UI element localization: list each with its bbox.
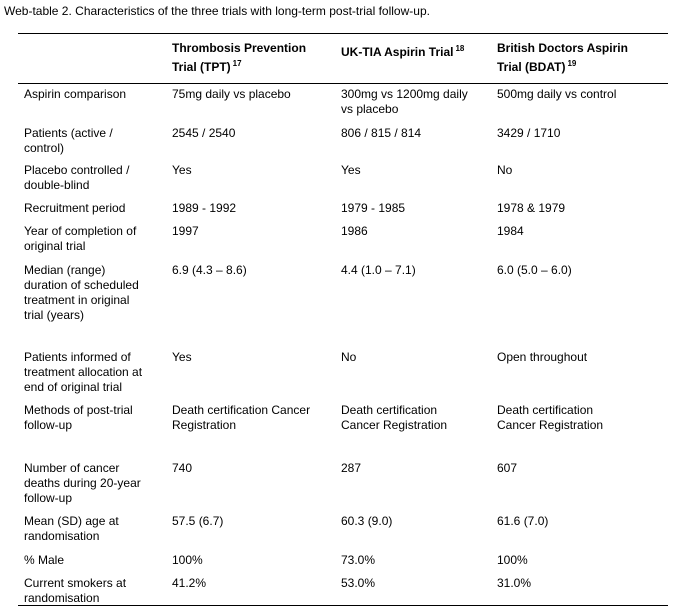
- cell: 1997: [172, 224, 199, 238]
- cell: 740: [172, 461, 193, 475]
- cell: 75mg daily vs placebo: [172, 87, 291, 101]
- row-label: Number of cancer: [24, 461, 120, 475]
- row-label: double-blind: [24, 178, 90, 192]
- reference: 18: [455, 44, 465, 53]
- cell: 100%: [172, 553, 203, 567]
- header-text: British Doctors Aspirin: [497, 41, 628, 55]
- row-label: treatment allocation at: [24, 365, 143, 379]
- header-text: Trial (TPT): [172, 60, 231, 74]
- cell: 300mg vs 1200mg daily: [341, 87, 468, 101]
- header-text: Trial (BDAT): [497, 60, 566, 74]
- cell: 607: [497, 461, 518, 475]
- header-cell: Trial (TPT) 17: [172, 56, 242, 75]
- header-text: UK-TIA Aspirin Trial: [341, 45, 454, 59]
- cell: Registration: [172, 418, 237, 432]
- header-cell: Trial (BDAT) 19: [497, 56, 576, 75]
- reference: 17: [232, 59, 242, 68]
- cell: Yes: [172, 350, 192, 364]
- cell: 500mg daily vs control: [497, 87, 617, 101]
- row-label: Patients (active /: [24, 126, 113, 140]
- row-label: deaths during 20-year: [24, 476, 141, 490]
- cell: 1979 - 1985: [341, 201, 406, 215]
- bottom-rule: [18, 605, 668, 606]
- cell: No: [497, 163, 513, 177]
- cell: 6.9 (4.3 – 8.6): [172, 263, 247, 277]
- cell: Yes: [172, 163, 192, 177]
- row-label: follow-up: [24, 491, 73, 505]
- row-label: randomisation: [24, 529, 100, 543]
- row-label: Patients informed of: [24, 350, 131, 364]
- cell: Death certification: [497, 403, 594, 417]
- cell: No: [341, 350, 357, 364]
- row-label: end of original trial: [24, 380, 123, 394]
- cell: Cancer Registration: [341, 418, 448, 432]
- cell: 1986: [341, 224, 368, 238]
- cell: 100%: [497, 553, 528, 567]
- row-label: Mean (SD) age at: [24, 514, 119, 528]
- row-label: Median (range): [24, 263, 106, 277]
- cell: 61.6 (7.0): [497, 514, 549, 528]
- cell: 1989 - 1992: [172, 201, 237, 215]
- cell: 60.3 (9.0): [341, 514, 393, 528]
- cell: Death certification Cancer: [172, 403, 311, 417]
- row-label: randomisation: [24, 591, 100, 605]
- cell: 41.2%: [172, 576, 207, 590]
- cell: 53.0%: [341, 576, 376, 590]
- header-cell: British Doctors Aspirin: [497, 41, 628, 56]
- row-label: treatment in original: [24, 293, 130, 307]
- row-label: duration of scheduled: [24, 278, 139, 292]
- row-label: trial (years): [24, 308, 85, 322]
- row-label: Year of completion of: [24, 224, 137, 238]
- reference: 19: [567, 59, 577, 68]
- header-cell: Thrombosis Prevention: [172, 41, 306, 56]
- cell: vs placebo: [341, 102, 399, 116]
- header-text: Thrombosis Prevention: [172, 41, 307, 55]
- cell: 4.4 (1.0 – 7.1): [341, 263, 416, 277]
- cell: 2545 / 2540: [172, 126, 236, 140]
- header-rule: [18, 83, 668, 84]
- cell: 6.0 (5.0 – 6.0): [497, 263, 572, 277]
- cell: 1978 & 1979: [497, 201, 566, 215]
- row-label: original trial: [24, 239, 86, 253]
- cell: 73.0%: [341, 553, 376, 567]
- cell: 1984: [497, 224, 524, 238]
- row-label: Aspirin comparison: [24, 87, 127, 101]
- row-label: Current smokers at: [24, 576, 127, 590]
- row-label: control): [24, 141, 65, 155]
- row-label: follow-up: [24, 418, 73, 432]
- caption: Web-table 2. Characteristics of the thre…: [4, 4, 430, 18]
- cell: Open throughout: [497, 350, 588, 364]
- cell: 31.0%: [497, 576, 532, 590]
- row-label: % Male: [24, 553, 65, 567]
- row-label: Recruitment period: [24, 201, 126, 215]
- top-rule: [18, 33, 668, 34]
- header-cell: UK-TIA Aspirin Trial 18: [341, 41, 464, 60]
- cell: Cancer Registration: [497, 418, 604, 432]
- cell: 806 / 815 / 814: [341, 126, 422, 140]
- row-label: Placebo controlled /: [24, 163, 130, 177]
- cell: Death certification: [341, 403, 438, 417]
- cell: 3429 / 1710: [497, 126, 561, 140]
- cell: 57.5 (6.7): [172, 514, 224, 528]
- cell: Yes: [341, 163, 361, 177]
- cell: 287: [341, 461, 362, 475]
- row-label: Methods of post-trial: [24, 403, 133, 417]
